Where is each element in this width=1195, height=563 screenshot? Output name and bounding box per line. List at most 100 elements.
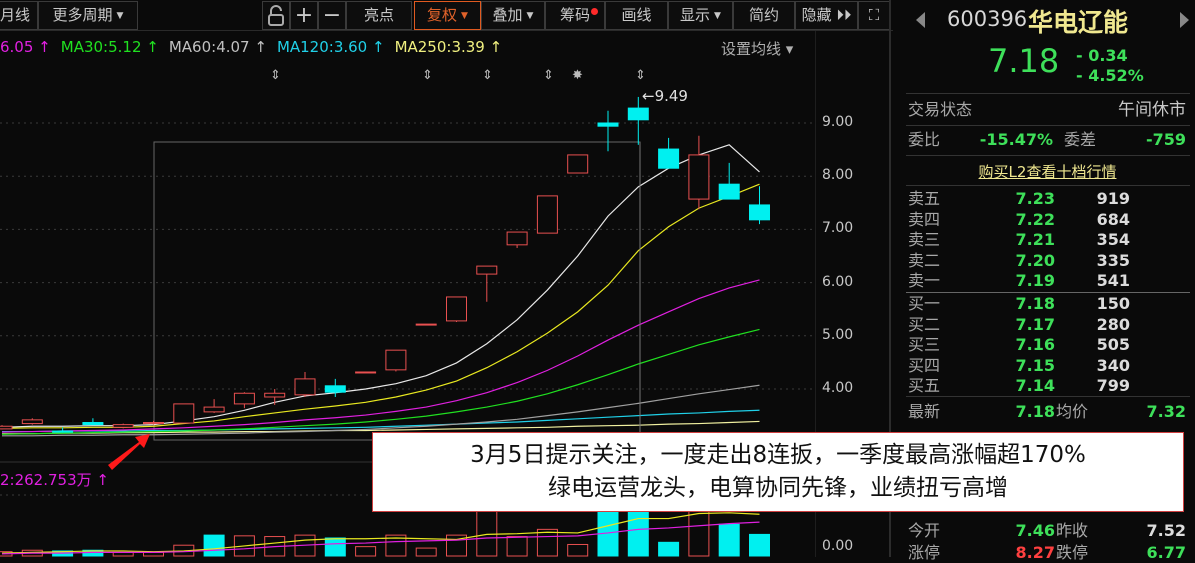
trade-status-row: 交易状态 午间休市	[908, 100, 1186, 120]
bids-row[interactable]: 买一 7.18 150	[908, 294, 1186, 314]
volume-bar	[415, 547, 437, 557]
level-volume: 505	[1096, 335, 1130, 354]
stat-label: 最新	[908, 402, 941, 421]
asks-row[interactable]: 卖一 7.19 541	[908, 271, 1186, 291]
toolbar-button-label: 复权	[427, 6, 458, 24]
buy-l2-link[interactable]: 购买L2查看十档行情	[978, 163, 1117, 181]
stat-label: 今开	[908, 521, 941, 540]
annotation-line-2: 绿电运营龙头，电算协同先锋，业绩扭亏高增	[548, 475, 1008, 501]
caret-down-icon: ▼	[714, 11, 721, 21]
zoom-out-icon[interactable]: −	[318, 1, 346, 30]
asks-row[interactable]: 卖三 7.21 354	[908, 230, 1186, 250]
candle-body	[536, 195, 558, 234]
volume-bar	[567, 543, 589, 557]
level-price: 7.18	[1015, 294, 1055, 313]
bids-row[interactable]: 买四 7.15 340	[908, 356, 1186, 376]
wb-label: 委比	[908, 130, 941, 149]
bids-row[interactable]: 买三 7.16 505	[908, 335, 1186, 355]
ma-line-ma250	[2, 420, 760, 435]
event-marker-icon: ⇕	[543, 68, 554, 83]
toolbar-button-1[interactable]: 更多周期 ▼	[38, 1, 138, 30]
order-ratio-row: 委比 -15.47% 委差 -759	[908, 130, 1186, 150]
candle-body	[203, 406, 225, 413]
level-volume: 919	[1096, 189, 1130, 208]
caret-down-icon: ▼	[116, 11, 124, 21]
level-label: 买三	[908, 335, 941, 354]
level-price: 7.16	[1015, 335, 1055, 354]
candle-body	[415, 323, 437, 326]
volume-bar	[506, 536, 528, 557]
toolbar-button-label: 月线	[0, 6, 30, 24]
stat-label: 昨收	[1056, 521, 1089, 540]
next-stock-icon[interactable]	[1180, 12, 1189, 28]
toolbar-button-5[interactable]: 筹码	[545, 1, 605, 30]
level-volume: 340	[1096, 355, 1130, 375]
candle-body	[385, 349, 407, 371]
stat-value: 8.27	[1015, 543, 1055, 562]
level-price: 7.21	[1015, 230, 1055, 249]
bids-row[interactable]: 买二 7.17 280	[908, 315, 1186, 335]
candle-body	[476, 265, 498, 275]
y-tick-label: 9.00	[822, 114, 854, 130]
toolbar-button-label: 亮点	[363, 6, 394, 24]
level-volume: 684	[1096, 209, 1130, 229]
asks-row[interactable]: 卖五 7.23 919	[908, 189, 1186, 209]
toolbar-button-label: 显示	[680, 6, 711, 24]
panel-divider[interactable]	[889, 0, 891, 557]
stat-label: 均价	[1056, 402, 1089, 421]
volume-bar	[233, 535, 255, 557]
notification-dot-icon	[591, 8, 598, 15]
level-label: 卖三	[908, 230, 941, 249]
candle-body	[658, 148, 680, 169]
level-price: 7.17	[1015, 314, 1055, 334]
volume-bar	[749, 533, 770, 557]
lock-open-icon[interactable]	[262, 1, 290, 30]
candle-body	[112, 424, 134, 428]
level-price: 7.22	[1015, 209, 1055, 229]
toolbar-button-7[interactable]: 显示 ▼	[668, 1, 733, 30]
stat-row: 涨停 8.27 跌停 6.77	[908, 543, 1186, 563]
volume-bar	[536, 528, 558, 557]
stock-name: 华电辽能	[1028, 8, 1129, 37]
candle-body	[627, 107, 649, 121]
fullscreen-icon[interactable]: ⛶	[858, 1, 890, 30]
level-price: 7.20	[1015, 250, 1055, 270]
zoom-in-icon[interactable]: +	[290, 1, 318, 30]
annotation-line-1: 3月5日提示关注，一度走出8连扳，一季度最高涨幅超170%	[470, 442, 1086, 468]
asks-row[interactable]: 卖二 7.20 335	[908, 251, 1186, 271]
stat-value: 7.52	[1146, 521, 1186, 540]
y-tick-label: 4.00	[822, 380, 854, 396]
event-marker-icon: ⇕	[635, 68, 646, 83]
selection-box	[153, 141, 641, 441]
toolbar-button-8[interactable]: 简约	[733, 1, 795, 30]
prev-stock-icon[interactable]	[916, 12, 925, 28]
toolbar-button-0[interactable]: 月线	[0, 1, 38, 30]
candle-body	[506, 231, 528, 246]
toolbar-button-label: 叠加	[492, 6, 523, 24]
level-price: 7.23	[1015, 189, 1055, 208]
set-ma-button[interactable]: 设置均线 ▾	[721, 40, 794, 58]
y-tick-label: 7.00	[822, 220, 854, 237]
candle-body	[82, 422, 104, 426]
toolbar-button-label: 隐藏 ⏵⏵	[801, 6, 852, 24]
toolbar-button-3[interactable]: 复权 ▼	[414, 1, 481, 30]
trade-status: 午间休市	[1118, 100, 1186, 120]
volume-ma-label: 2:262.753万 ↑	[0, 471, 109, 489]
ma-legend-item: MA120:3.60 ↑	[276, 38, 385, 56]
candle-body	[597, 122, 619, 127]
level-label: 卖五	[908, 189, 941, 208]
candle-body	[173, 403, 195, 424]
candle-body	[567, 154, 589, 174]
toolbar-button-6[interactable]: 画线	[605, 1, 668, 30]
toolbar-button-9[interactable]: 隐藏 ⏵⏵	[795, 1, 858, 30]
ma-legend-item: 6.05 ↑	[0, 38, 51, 56]
volume-bar	[476, 505, 498, 557]
bids-row[interactable]: 买五 7.14 799	[908, 376, 1186, 396]
toolbar-button-4[interactable]: 叠加 ▼	[481, 1, 545, 30]
asks-row[interactable]: 卖四 7.22 684	[908, 210, 1186, 230]
toolbar-button-label: 画线	[621, 6, 652, 24]
ma-line-ma10	[1, 183, 760, 429]
candle-body	[688, 154, 710, 200]
candle-body	[0, 425, 13, 430]
toolbar-button-2[interactable]: 亮点	[346, 1, 412, 30]
